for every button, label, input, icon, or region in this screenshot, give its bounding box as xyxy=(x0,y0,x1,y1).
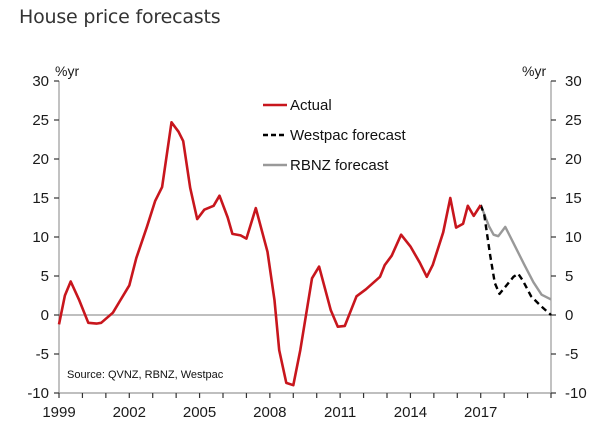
x-tick-label: 1999 xyxy=(42,404,75,421)
y-tick-label-right: 30 xyxy=(565,73,582,90)
x-tick-label: 2002 xyxy=(113,404,146,421)
y-tick-label-left: -10 xyxy=(27,385,49,402)
y-tick-label-left: -5 xyxy=(36,346,49,363)
y-tick-label-left: 10 xyxy=(32,229,49,246)
y-tick-label-right: 5 xyxy=(565,268,573,285)
y-tick-label-right: 10 xyxy=(565,229,582,246)
x-tick-label: 2014 xyxy=(394,404,427,421)
legend-label-rbnz: RBNZ forecast xyxy=(290,157,389,174)
x-tick-label: 2005 xyxy=(183,404,216,421)
legend: Actual Westpac forecast RBNZ forecast xyxy=(263,97,406,174)
chart-title: House price forecasts xyxy=(19,6,221,28)
y-tick-label-left: 30 xyxy=(32,73,49,90)
source-note: Source: QVNZ, RBNZ, Westpac xyxy=(67,369,224,381)
x-tick-label: 2017 xyxy=(464,404,497,421)
y-axis-left: 30 25 20 15 10 5 0 -5 -10 xyxy=(27,73,59,402)
y-axis-right: 30 25 20 15 10 5 0 -5 -10 xyxy=(551,73,587,402)
y-tick-label-left: 15 xyxy=(32,190,49,207)
series-line-westpac-forecast xyxy=(479,204,552,316)
y-tick-label-right: 15 xyxy=(565,190,582,207)
legend-label-westpac: Westpac forecast xyxy=(290,127,406,144)
x-tick-label: 2008 xyxy=(253,404,286,421)
series-line-rbnz-forecast xyxy=(479,204,552,301)
x-tick-label: 2011 xyxy=(324,404,356,421)
series-layer xyxy=(57,121,552,387)
y-tick-label-left: 25 xyxy=(32,112,49,129)
y-tick-label-left: 20 xyxy=(32,151,49,168)
y-tick-label-left: 0 xyxy=(41,307,49,324)
y-tick-label-right: 25 xyxy=(565,112,582,129)
y-unit-left: %yr xyxy=(55,63,79,79)
x-axis: 1999 2002 2005 2008 2011 2014 2017 xyxy=(42,393,552,421)
series-line-actual xyxy=(57,121,482,387)
y-tick-label-right: -10 xyxy=(565,385,587,402)
legend-label-actual: Actual xyxy=(290,97,332,114)
y-tick-label-left: 5 xyxy=(41,268,49,285)
y-tick-label-right: 0 xyxy=(565,307,573,324)
y-unit-right: %yr xyxy=(522,63,546,79)
y-tick-label-right: 20 xyxy=(565,151,582,168)
y-tick-label-right: -5 xyxy=(565,346,578,363)
